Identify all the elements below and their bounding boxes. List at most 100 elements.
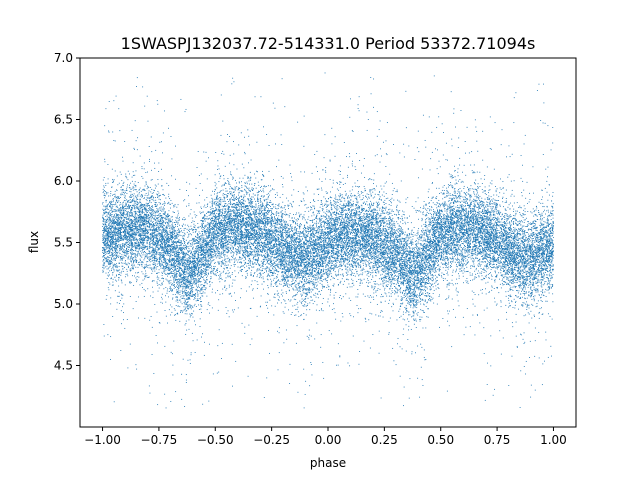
- data-point: [307, 236, 308, 237]
- data-point: [182, 243, 183, 244]
- data-point: [222, 257, 223, 258]
- data-point: [497, 304, 498, 305]
- data-point: [190, 292, 191, 293]
- data-point: [151, 170, 152, 171]
- data-point: [528, 287, 529, 288]
- data-point: [157, 247, 158, 248]
- data-point: [235, 258, 236, 259]
- data-point: [187, 232, 188, 233]
- data-point: [336, 235, 337, 236]
- data-point: [464, 196, 465, 197]
- data-point: [396, 257, 397, 258]
- data-point: [272, 226, 273, 227]
- data-point: [108, 263, 109, 264]
- data-point: [146, 255, 147, 256]
- data-point: [116, 206, 117, 207]
- data-point: [121, 219, 122, 220]
- data-point: [204, 289, 205, 290]
- data-point: [499, 221, 500, 222]
- data-point: [263, 273, 264, 274]
- data-point: [380, 296, 381, 297]
- data-point: [345, 183, 346, 184]
- data-point: [266, 207, 267, 208]
- data-point: [114, 209, 115, 210]
- data-point: [454, 218, 455, 219]
- data-point: [477, 253, 478, 254]
- data-point: [261, 223, 262, 224]
- data-point: [428, 224, 429, 225]
- data-point: [382, 243, 383, 244]
- data-point: [333, 264, 334, 265]
- data-point: [229, 287, 230, 288]
- data-point: [545, 222, 546, 223]
- data-point: [188, 252, 189, 253]
- data-point: [207, 257, 208, 258]
- data-point: [547, 277, 548, 278]
- data-point: [374, 251, 375, 252]
- data-point: [381, 210, 382, 211]
- data-point: [129, 237, 130, 238]
- data-point: [147, 258, 148, 259]
- data-point: [162, 252, 163, 253]
- data-point: [515, 241, 516, 242]
- data-point: [257, 244, 258, 245]
- data-point: [487, 363, 488, 364]
- data-point: [370, 256, 371, 257]
- data-point: [246, 182, 247, 183]
- data-point: [121, 280, 122, 281]
- data-point: [392, 226, 393, 227]
- data-point: [289, 260, 290, 261]
- data-point: [190, 359, 191, 360]
- data-point: [408, 329, 409, 330]
- data-point: [391, 290, 392, 291]
- data-point: [447, 311, 448, 312]
- data-point: [423, 328, 424, 329]
- data-point: [139, 238, 140, 239]
- data-point: [373, 183, 374, 184]
- data-point: [471, 255, 472, 256]
- data-point: [239, 178, 240, 179]
- data-point: [152, 247, 153, 248]
- data-point: [545, 281, 546, 282]
- data-point: [310, 362, 311, 363]
- data-point: [418, 278, 419, 279]
- data-point: [545, 332, 546, 333]
- data-point: [428, 280, 429, 281]
- data-point: [245, 153, 246, 154]
- data-point: [294, 229, 295, 230]
- data-point: [249, 144, 250, 145]
- data-point: [159, 264, 160, 265]
- data-point: [463, 259, 464, 260]
- data-point: [127, 367, 128, 368]
- data-point: [446, 159, 447, 160]
- data-point: [333, 183, 334, 184]
- data-point: [336, 266, 337, 267]
- data-point: [250, 263, 251, 264]
- data-point: [194, 212, 195, 213]
- data-point: [335, 312, 336, 313]
- data-point: [475, 212, 476, 213]
- data-point: [492, 257, 493, 258]
- data-point: [331, 220, 332, 221]
- data-point: [309, 309, 310, 310]
- data-point: [424, 232, 425, 233]
- data-point: [242, 223, 243, 224]
- data-point: [393, 303, 394, 304]
- data-point: [404, 212, 405, 213]
- data-point: [526, 232, 527, 233]
- data-point: [299, 227, 300, 228]
- data-point: [123, 256, 124, 257]
- data-point: [506, 264, 507, 265]
- data-point: [530, 257, 531, 258]
- data-point: [524, 332, 525, 333]
- data-point: [517, 235, 518, 236]
- data-point: [499, 222, 500, 223]
- data-point: [326, 287, 327, 288]
- data-point: [167, 246, 168, 247]
- data-point: [160, 203, 161, 204]
- data-point: [414, 320, 415, 321]
- data-point: [228, 244, 229, 245]
- data-point: [170, 282, 171, 283]
- data-point: [426, 215, 427, 216]
